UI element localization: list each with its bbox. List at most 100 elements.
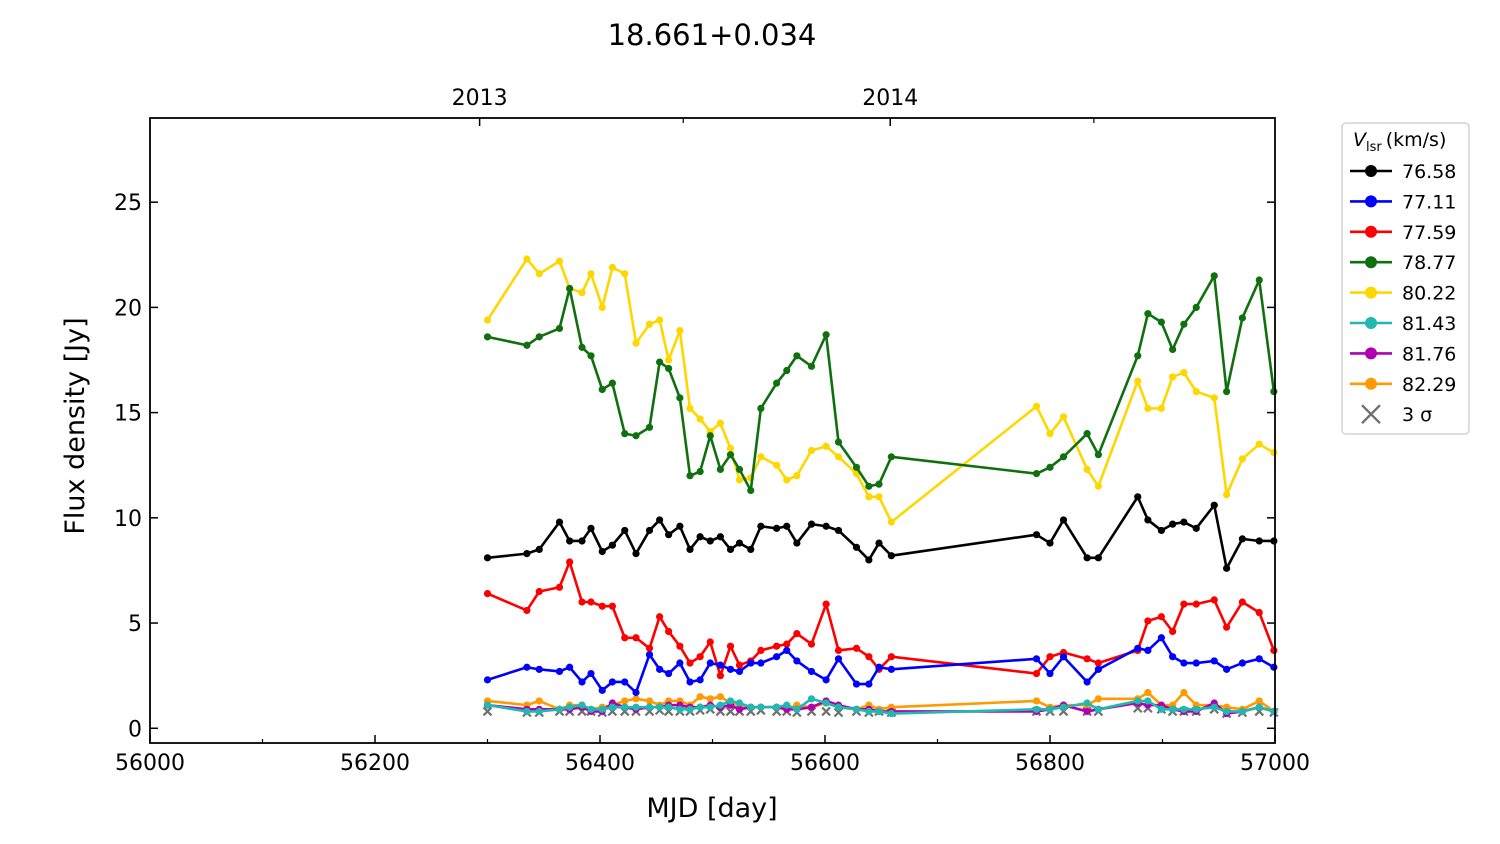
- data-point-80.22: [1238, 455, 1246, 463]
- data-point-80.22: [1169, 373, 1177, 381]
- y-tick-label: 5: [128, 612, 142, 637]
- data-point-76.58: [793, 539, 801, 547]
- legend-label: 78.77: [1402, 252, 1456, 274]
- data-point-81.43: [793, 705, 801, 713]
- sigma-marker: [482, 706, 493, 717]
- data-point-76.58: [735, 539, 744, 547]
- data-point-77.59: [887, 653, 895, 661]
- data-point-81.43: [726, 697, 735, 705]
- data-point-77.11: [822, 676, 830, 684]
- data-point-81.43: [686, 705, 694, 713]
- data-point-81.43: [632, 703, 640, 711]
- data-point-81.76: [1083, 707, 1091, 716]
- data-point-77.11: [1270, 663, 1278, 671]
- data-point-76.58: [773, 524, 781, 532]
- data-point-76.58: [1032, 531, 1041, 539]
- data-point-77.11: [676, 659, 684, 667]
- data-point-81.43: [1180, 705, 1188, 713]
- data-point-77.11: [686, 678, 694, 686]
- data-point-76.58: [1223, 564, 1231, 572]
- data-point-76.58: [783, 522, 791, 530]
- legend-marker-76.58: [1365, 165, 1377, 177]
- data-point-78.77: [887, 453, 895, 461]
- data-point-81.43: [656, 703, 664, 711]
- data-point-76.58: [726, 545, 735, 553]
- data-point-81.43: [535, 707, 543, 716]
- data-point-78.77: [1255, 276, 1263, 284]
- legend-label: 77.11: [1402, 191, 1456, 213]
- data-point-81.43: [621, 703, 629, 711]
- data-point-77.59: [645, 644, 654, 652]
- data-point-77.11: [716, 661, 724, 669]
- legend-marker-77.59: [1365, 225, 1377, 238]
- data-point-78.77: [656, 358, 664, 366]
- data-point-77.11: [807, 667, 816, 676]
- data-point-81.43: [1094, 705, 1102, 713]
- data-point-77.59: [621, 634, 629, 642]
- data-point-76.58: [1083, 554, 1091, 562]
- data-point-77.59: [1192, 600, 1200, 608]
- sigma-marker: [833, 707, 844, 718]
- data-point-78.77: [696, 467, 704, 476]
- data-point-78.77: [716, 465, 724, 474]
- data-point-78.77: [706, 432, 714, 440]
- data-point-80.22: [555, 257, 564, 265]
- data-point-81.43: [735, 699, 744, 707]
- data-point-76.58: [1059, 516, 1068, 524]
- data-point-80.22: [686, 404, 694, 413]
- data-point-76.58: [676, 522, 684, 530]
- data-point-77.59: [587, 598, 595, 606]
- data-point-76.58: [621, 526, 629, 535]
- plot-area: [482, 255, 1279, 719]
- data-point-77.59: [1157, 613, 1165, 621]
- sigma-marker: [1132, 703, 1143, 714]
- legend: Vlsr (km/s) 76.58 77.11 77.59 78.77 80.22 81.4…: [1341, 122, 1470, 435]
- x-tick-label: 57000: [1240, 751, 1310, 776]
- data-point-77.11: [1144, 646, 1152, 655]
- data-point-81.43: [834, 703, 843, 711]
- series-line-77.59: [486, 560, 1276, 677]
- data-point-81.43: [483, 701, 492, 709]
- data-point-77.59: [822, 600, 830, 608]
- data-point-81.43: [523, 707, 531, 716]
- data-point-82.29: [621, 697, 629, 705]
- data-point-76.58: [483, 554, 492, 562]
- data-point-78.77: [807, 362, 816, 370]
- data-point-77.11: [656, 665, 664, 673]
- data-point-76.58: [656, 516, 664, 524]
- data-point-77.59: [1032, 669, 1041, 678]
- data-point-77.59: [1238, 598, 1246, 606]
- data-point-80.22: [875, 493, 883, 501]
- legend-label: 81.43: [1402, 313, 1456, 335]
- data-point-77.59: [483, 589, 492, 598]
- data-point-76.58: [1210, 501, 1218, 509]
- data-point-77.59: [706, 638, 714, 646]
- legend-marker-78.77: [1365, 256, 1377, 269]
- data-point-77.59: [676, 642, 684, 650]
- data-point-80.22: [523, 255, 531, 263]
- data-point-77.59: [865, 653, 873, 661]
- data-point-81.43: [1134, 697, 1142, 705]
- x-tick-label: 56200: [340, 751, 410, 776]
- data-point-77.59: [1169, 627, 1177, 636]
- data-point-78.77: [598, 385, 606, 394]
- x-tick-label: 56400: [565, 751, 635, 776]
- data-point-80.22: [1144, 404, 1152, 413]
- data-point-76.58: [523, 550, 531, 558]
- data-point-77.11: [598, 686, 606, 694]
- data-point-80.22: [665, 356, 673, 364]
- data-point-77.59: [656, 613, 664, 621]
- data-point-78.77: [1046, 463, 1054, 471]
- data-point-77.59: [773, 642, 781, 650]
- data-point-76.58: [875, 539, 883, 547]
- data-point-78.77: [578, 343, 586, 351]
- data-point-81.43: [1169, 705, 1177, 713]
- data-point-78.77: [686, 472, 694, 480]
- data-point-77.11: [793, 657, 801, 665]
- data-point-82.29: [1180, 688, 1188, 697]
- data-point-76.58: [1169, 520, 1177, 528]
- data-point-77.11: [578, 678, 586, 686]
- data-point-78.77: [793, 352, 801, 360]
- data-point-82.29: [1144, 688, 1152, 697]
